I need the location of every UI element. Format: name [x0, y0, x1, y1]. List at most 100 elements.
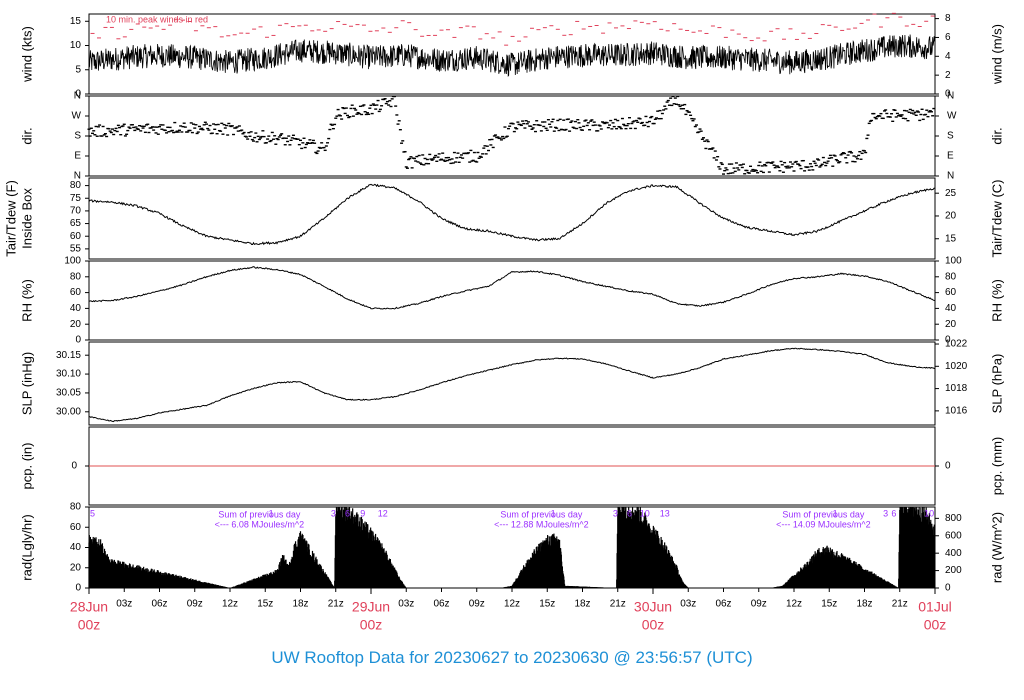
- date-label: 01Jul: [918, 599, 951, 615]
- rh-left-tick-label: 60: [70, 287, 82, 298]
- slp-ylabel-left: SLP (inHg): [19, 352, 34, 415]
- slp-left-tick-label: 30.00: [56, 406, 81, 417]
- dir-right-tick-label: E: [947, 151, 954, 162]
- wind-ylabel-right: wind (m/s): [989, 24, 1004, 85]
- slp-left-tick-label: 30.05: [56, 388, 81, 399]
- rh-right-tick-label: 20: [945, 319, 957, 330]
- time-tick-label: 21z: [610, 599, 626, 610]
- wind-right-tick-label: 2: [945, 70, 951, 81]
- rh-left-tick-label: 80: [70, 271, 82, 282]
- rh-right-tick-label: 100: [945, 256, 962, 267]
- time-tick-label: 06z: [151, 599, 167, 610]
- time-tick-label: 12z: [786, 599, 802, 610]
- rh-right-tick-label: 0: [945, 335, 951, 346]
- rad-ylabel-left: rad(Lgly/hr): [19, 514, 34, 580]
- time-tick-label: 06z: [433, 599, 449, 610]
- rh-left-tick-label: 40: [70, 303, 82, 314]
- dir-panel-frame: [88, 95, 936, 177]
- pcp-right-tick-label: 0: [945, 461, 951, 472]
- rh-right-tick-label: 80: [945, 271, 957, 282]
- slp-ylabel-right: SLP (hPa): [989, 354, 1004, 414]
- dir-right-tick-label: N: [947, 91, 954, 102]
- wind-right-tick-label: 4: [945, 51, 951, 62]
- rad-hour-mark: 3: [883, 508, 888, 518]
- temp-ylabel-left: Tair/Tdew (F): [3, 180, 18, 257]
- temp-right-tick-label: 25: [945, 188, 957, 199]
- dir-right-tick-label: W: [947, 111, 957, 122]
- wind-left-tick-label: 0: [75, 89, 81, 100]
- time-tick-label: 06z: [715, 599, 731, 610]
- rad-right-tick-label: 200: [945, 565, 962, 576]
- wind-left-tick-label: 5: [75, 64, 81, 75]
- rad-right-tick-label: 600: [945, 530, 962, 541]
- wind-right-tick-label: 0: [945, 89, 951, 100]
- wind-ylabel-left: wind (kts): [19, 26, 34, 83]
- rh-right-tick-label: 40: [945, 303, 957, 314]
- daily-sum-value: <--- 12.88 MJoules/m^2: [494, 519, 589, 529]
- wind-right-tick-label: 6: [945, 32, 951, 43]
- pcp-ylabel-right: pcp. (mm): [989, 437, 1004, 496]
- rh-left-tick-label: 20: [70, 319, 82, 330]
- dir-left-tick-label: S: [74, 131, 81, 142]
- date-hour-label: 00z: [360, 617, 383, 633]
- pcp-ylabel-left: pcp. (in): [19, 443, 34, 490]
- rad-hour-mark: 6: [345, 508, 350, 518]
- date-hour-label: 00z: [78, 617, 101, 633]
- dir-ylabel-right: dir.: [989, 127, 1004, 144]
- rh-right-tick-label: 60: [945, 287, 957, 298]
- dir-left-tick-label: E: [74, 151, 81, 162]
- temp-left-tick-label: 55: [70, 244, 82, 255]
- time-tick-label: 18z: [292, 599, 308, 610]
- time-tick-label: 09z: [187, 599, 203, 610]
- dir-left-tick-label: N: [74, 171, 81, 182]
- dir-right-tick-label: S: [947, 131, 954, 142]
- time-tick-label: 15z: [821, 599, 837, 610]
- wind-panel-frame: [88, 13, 936, 95]
- sea-level-pressure-trace: [88, 347, 936, 423]
- rad-left-tick-label: 20: [70, 562, 82, 573]
- time-tick-label: 12z: [222, 599, 238, 610]
- slp-right-tick-label: 1022: [945, 339, 968, 350]
- daily-sum-label: Sum of previous day: [218, 509, 301, 519]
- date-label: 28Jun: [70, 599, 108, 615]
- wind-right-tick-label: 8: [945, 13, 951, 24]
- rad-hour-mark: 13: [660, 508, 670, 518]
- rad-hour-mark: 9: [360, 508, 365, 518]
- rad-left-tick-label: 60: [70, 522, 82, 533]
- time-tick-label: 18z: [574, 599, 590, 610]
- rad-hour-mark: 3: [613, 508, 618, 518]
- dir-left-tick-label: W: [72, 111, 82, 122]
- rad-hour-mark: 1: [269, 508, 274, 518]
- dir-ylabel-left: dir.: [19, 127, 34, 144]
- air-temperature-trace: [88, 183, 936, 246]
- rad-right-tick-label: 0: [945, 583, 951, 594]
- rh-ylabel-left: RH (%): [19, 279, 34, 322]
- rad-left-tick-label: 0: [75, 583, 81, 594]
- temp-ylabel-left-2: Inside Box: [19, 188, 34, 249]
- dir-right-tick-label: N: [947, 171, 954, 182]
- solar-radiation-bars: [88, 507, 936, 588]
- date-label: 30Jun: [634, 599, 672, 615]
- rad-hour-mark: 1: [551, 508, 556, 518]
- daily-sum-label: Sum of previous day: [500, 509, 583, 519]
- daily-sum-value: <--- 6.08 MJoules/m^2: [215, 519, 305, 529]
- temp-left-tick-label: 80: [70, 180, 82, 191]
- time-tick-label: 21z: [892, 599, 908, 610]
- rh-left-tick-label: 100: [64, 256, 81, 267]
- rad-left-tick-label: 80: [70, 502, 82, 513]
- time-tick-label: 15z: [257, 599, 273, 610]
- slp-right-tick-label: 1016: [945, 406, 968, 417]
- time-tick-label: 03z: [398, 599, 414, 610]
- rad-hour-mark: 10: [924, 508, 934, 518]
- chart-title: UW Rooftop Data for 20230627 to 20230630…: [271, 648, 753, 667]
- time-tick-label: 15z: [539, 599, 555, 610]
- temp-right-tick-label: 20: [945, 211, 957, 222]
- rad-right-tick-label: 800: [945, 513, 962, 524]
- temp-left-tick-label: 65: [70, 218, 82, 229]
- wind-left-tick-label: 10: [70, 40, 82, 51]
- rad-hour-mark: 12: [378, 508, 388, 518]
- wind-dir-dashes: [87, 95, 936, 175]
- slp-left-tick-label: 30.15: [56, 350, 81, 361]
- daily-sum-value: <--- 14.09 MJoules/m^2: [776, 519, 871, 529]
